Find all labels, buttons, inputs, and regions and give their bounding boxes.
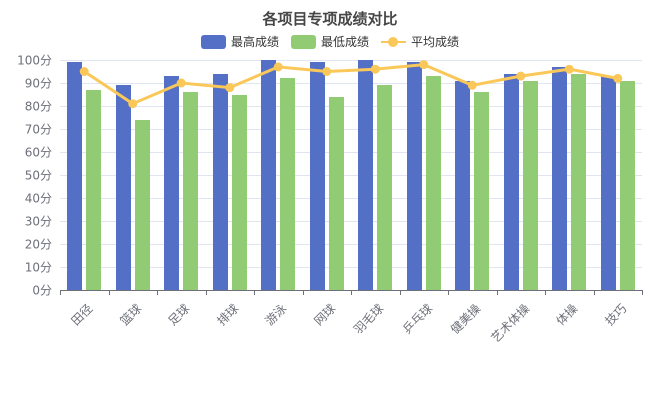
average-line-layer bbox=[79, 60, 623, 109]
y-axis-tick-label: 80分 bbox=[24, 99, 52, 114]
x-axis-tick bbox=[496, 290, 498, 295]
legend-item-max-score[interactable]: 最高成绩 bbox=[200, 33, 279, 50]
gridline bbox=[60, 60, 642, 61]
bar-min-足球[interactable] bbox=[183, 92, 199, 290]
y-axis-tick-label: 20分 bbox=[24, 237, 52, 252]
x-axis-category-label: 乒乓球 bbox=[399, 301, 436, 337]
x-axis-tick bbox=[108, 290, 110, 295]
average-marker-乒乓球[interactable] bbox=[419, 60, 429, 70]
y-axis-tick-label: 30分 bbox=[24, 214, 52, 229]
bar-max-游泳[interactable] bbox=[261, 60, 277, 290]
bar-min-田径[interactable] bbox=[86, 89, 102, 290]
x-axis-category-label: 篮球 bbox=[117, 301, 145, 329]
x-axis-category-label: 游泳 bbox=[262, 301, 290, 329]
average-marker-体操[interactable] bbox=[564, 64, 574, 74]
bar-max-网球[interactable] bbox=[309, 62, 325, 290]
bar-max-羽毛球[interactable] bbox=[358, 60, 374, 290]
x-axis-tick bbox=[205, 290, 207, 295]
gridline bbox=[60, 175, 642, 176]
average-marker-篮球[interactable] bbox=[128, 99, 138, 109]
y-axis-tick-label: 100分 bbox=[17, 53, 52, 68]
legend-label-max-score: 最高成绩 bbox=[230, 35, 279, 49]
x-axis-category-label: 健美操 bbox=[448, 301, 484, 337]
x-axis-category-label: 网球 bbox=[311, 301, 339, 329]
legend-bar-swatch-icon bbox=[200, 34, 226, 49]
x-axis-category-label: 技巧 bbox=[602, 301, 630, 329]
y-axis-tick-label: 40分 bbox=[24, 191, 52, 206]
gridline bbox=[60, 267, 642, 268]
x-axis-category-label: 足球 bbox=[165, 301, 193, 329]
x-axis-category-label: 排球 bbox=[214, 301, 242, 329]
gridline bbox=[60, 106, 642, 107]
bar-max-田径[interactable] bbox=[67, 62, 83, 290]
bar-max-排球[interactable] bbox=[212, 73, 228, 290]
x-axis-category-label: 体操 bbox=[553, 301, 581, 329]
bar-max-艺术体操[interactable] bbox=[503, 73, 519, 290]
bar-max-技巧[interactable] bbox=[600, 76, 616, 290]
x-axis-category-label: 艺术体操 bbox=[488, 301, 533, 346]
legend-bar-swatch-icon bbox=[290, 34, 316, 49]
average-marker-排球[interactable] bbox=[225, 83, 235, 93]
average-marker-足球[interactable] bbox=[176, 78, 186, 88]
gridline bbox=[60, 129, 642, 130]
bar-min-健美操[interactable] bbox=[474, 92, 490, 290]
average-marker-田径[interactable] bbox=[79, 67, 89, 76]
bar-min-排球[interactable] bbox=[231, 94, 247, 290]
average-marker-游泳[interactable] bbox=[273, 62, 283, 72]
bar-min-体操[interactable] bbox=[571, 73, 587, 290]
average-marker-网球[interactable] bbox=[322, 67, 332, 76]
gridline bbox=[60, 83, 642, 84]
bar-max-体操[interactable] bbox=[552, 66, 568, 290]
legend-item-avg-score[interactable]: 平均成绩 bbox=[381, 33, 459, 50]
legend-label-avg-score: 平均成绩 bbox=[411, 35, 460, 49]
y-axis-tick-label: 70分 bbox=[24, 122, 52, 137]
bar-min-羽毛球[interactable] bbox=[377, 85, 393, 290]
x-axis-tick bbox=[60, 290, 61, 295]
y-axis-tick-label: 0分 bbox=[32, 283, 52, 298]
y-axis-tick-label: 50分 bbox=[24, 168, 52, 183]
bar-max-足球[interactable] bbox=[164, 76, 180, 290]
average-marker-艺术体操[interactable] bbox=[516, 71, 526, 81]
gridline bbox=[60, 198, 642, 199]
bar-max-篮球[interactable] bbox=[115, 85, 131, 290]
chart-title: 各项目专项成绩对比 bbox=[262, 10, 398, 28]
average-marker-健美操[interactable] bbox=[467, 80, 477, 90]
bar-min-篮球[interactable] bbox=[134, 119, 150, 290]
gridline bbox=[60, 152, 642, 153]
average-marker-技巧[interactable] bbox=[613, 73, 623, 83]
bar-min-艺术体操[interactable] bbox=[522, 80, 538, 290]
bar-min-网球[interactable] bbox=[328, 96, 344, 290]
bar-min-游泳[interactable] bbox=[280, 78, 296, 290]
x-axis-tick bbox=[302, 290, 304, 295]
average-marker-羽毛球[interactable] bbox=[370, 64, 380, 74]
legend-label-min-score: 最低成绩 bbox=[320, 35, 369, 49]
x-axis-tick bbox=[351, 290, 352, 295]
x-axis-tick bbox=[448, 290, 449, 295]
x-axis-tick bbox=[545, 290, 546, 295]
legend-line-marker-icon bbox=[381, 35, 406, 49]
gridline bbox=[60, 221, 642, 222]
y-axis-tick-label: 90分 bbox=[24, 76, 52, 91]
bar-min-乒乓球[interactable] bbox=[425, 76, 441, 290]
bar-min-技巧[interactable] bbox=[619, 80, 635, 290]
gridline bbox=[60, 244, 642, 245]
x-axis-tick bbox=[399, 290, 401, 295]
bar-max-乒乓球[interactable] bbox=[406, 62, 422, 290]
x-axis-tick bbox=[593, 290, 595, 295]
x-axis-tick bbox=[157, 290, 158, 295]
x-axis-category-label: 羽毛球 bbox=[351, 301, 387, 337]
legend: 最高成绩 最低成绩 平均成绩 bbox=[0, 33, 660, 50]
plot-area: 0分 10分 20分 30分 40分 50分 60分 70分 80分 90分 100分田径 篮球 足球排… bbox=[17, 54, 643, 345]
legend-item-min-score[interactable]: 最低成绩 bbox=[290, 33, 369, 50]
x-axis-tick bbox=[642, 290, 643, 295]
y-axis-tick-label: 60分 bbox=[24, 145, 52, 160]
y-axis-tick-label: 10分 bbox=[24, 260, 52, 275]
x-axis-tick bbox=[254, 290, 255, 295]
average-line bbox=[83, 63, 619, 106]
x-axis-category-label: 田径 bbox=[68, 301, 96, 329]
bar-max-健美操[interactable] bbox=[455, 80, 471, 290]
